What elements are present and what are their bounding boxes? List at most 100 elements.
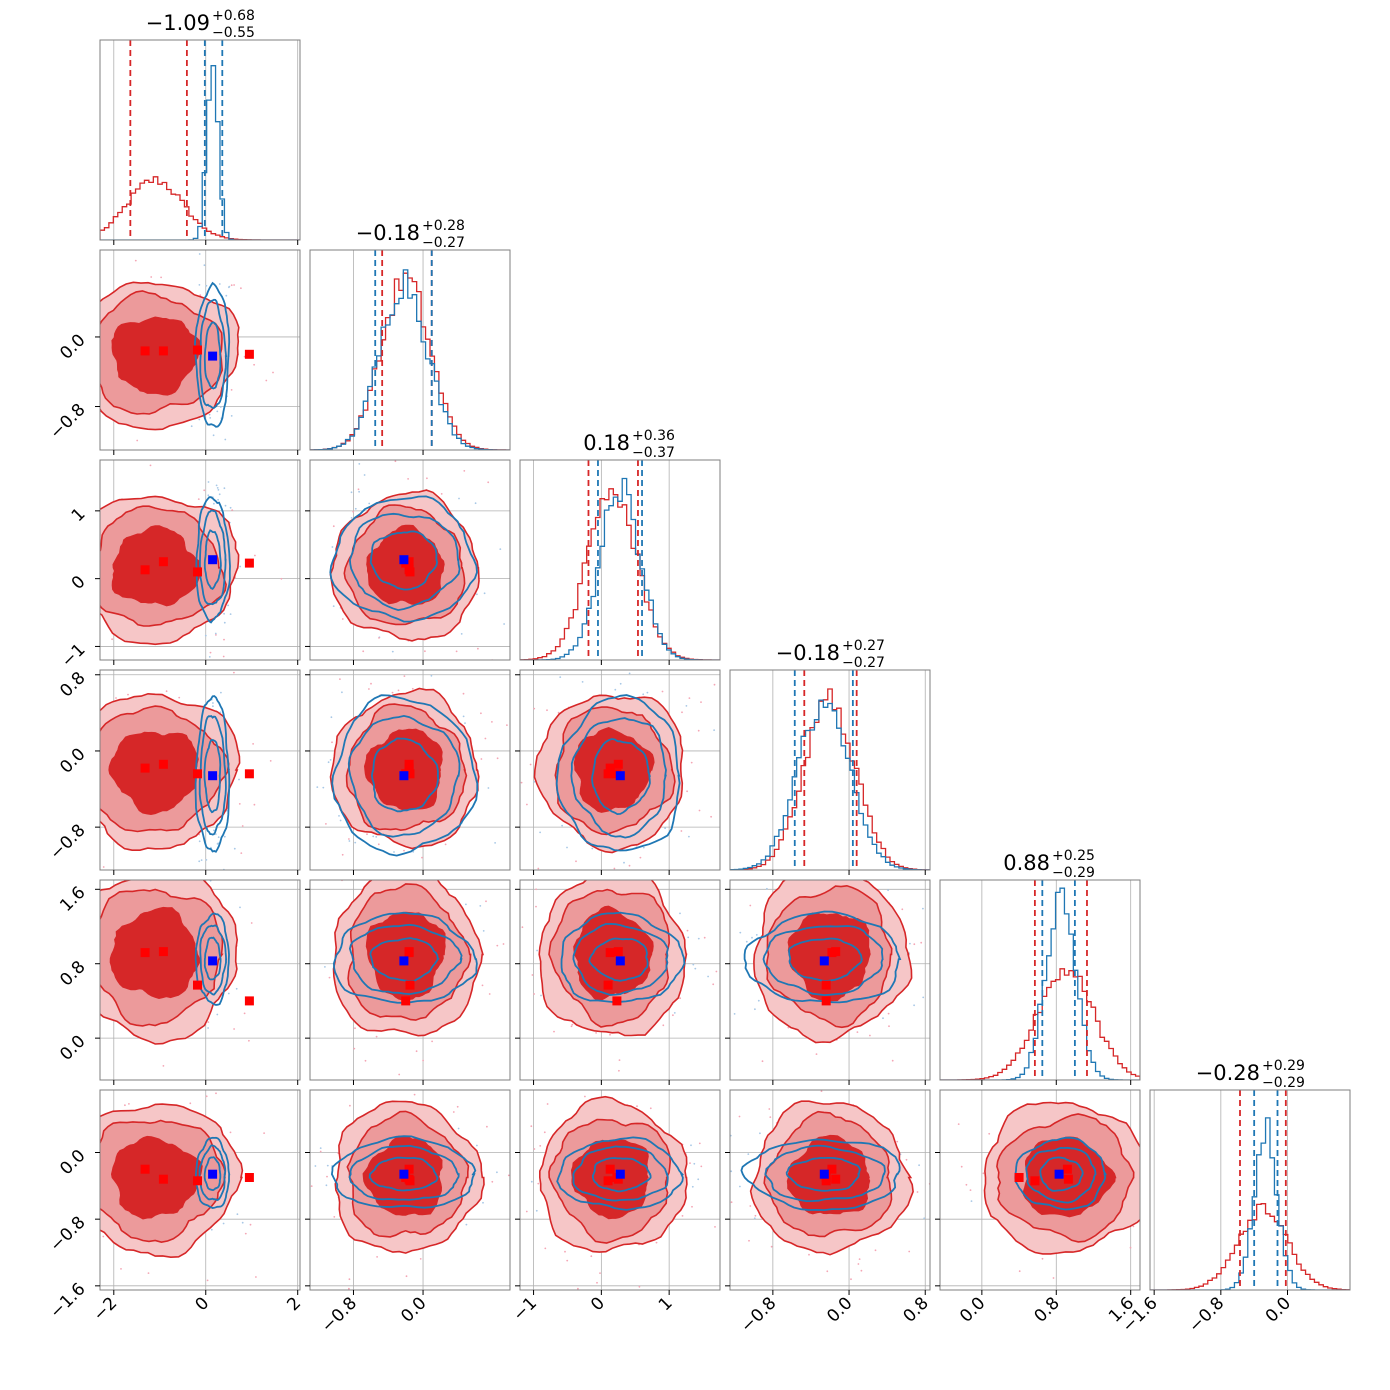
blue-sample-point (697, 937, 700, 940)
red-sample-point (348, 838, 350, 840)
blue-sample-point (535, 1209, 538, 1212)
x-tick-label-3: 0.0 (823, 1293, 856, 1326)
red-histogram (1150, 1203, 1350, 1290)
red-sample-point (896, 1140, 899, 1143)
title-upper-error: +0.29 (1262, 1058, 1305, 1074)
blue-sample-point (208, 478, 210, 480)
blue-sample-point (479, 905, 482, 907)
blue-marker (208, 956, 218, 966)
blue-sample-point (229, 613, 232, 615)
red-sample-point (197, 498, 200, 500)
red-sample-point (730, 1201, 733, 1204)
blue-contour-level-1 (329, 495, 478, 623)
x-tick-label-3: 0.8 (900, 1293, 933, 1326)
blue-sample-point (350, 696, 352, 698)
red-sample-point (557, 711, 560, 714)
red-sample-point (486, 1125, 488, 1128)
panel-frame (309, 1089, 511, 1291)
red-sample-point (686, 790, 688, 793)
red-marker (1030, 1176, 1040, 1186)
red-sample-point (162, 1065, 165, 1067)
red-sample-point (110, 867, 112, 869)
red-sample-point (97, 1197, 99, 1199)
red-sample-point (957, 1123, 960, 1125)
red-sample-point (287, 1107, 289, 1109)
blue-sample-point (673, 1012, 676, 1014)
blue-sample-point (565, 614, 567, 616)
blue-sample-point (190, 425, 193, 428)
red-sample-point (808, 1253, 810, 1256)
blue-sample-point (224, 438, 227, 441)
red-sample-point (68, 1033, 70, 1035)
blue-sample-point (685, 705, 688, 707)
red-sample-point (203, 489, 206, 492)
red-sample-point (511, 997, 513, 999)
blue-sample-point (225, 294, 228, 297)
blue-sample-point (412, 850, 415, 853)
panel-frame (99, 1089, 301, 1291)
red-sample-point (368, 688, 370, 690)
red-sample-point (319, 1150, 322, 1153)
scatter-panel-5-3: −0.8 0.0 0.8 (725, 1089, 933, 1337)
red-sample-point (426, 477, 428, 480)
blue-contour-level-1 (194, 912, 230, 1006)
red-sample-point (230, 284, 233, 287)
red-contour-level-3 (111, 316, 202, 396)
red-sample-point (253, 803, 256, 806)
red-sample-point (480, 758, 483, 760)
scatter-panel-4-2 (515, 879, 721, 1085)
red-marker (140, 565, 150, 575)
blue-sample-point (664, 827, 666, 830)
blue-sample-point (274, 575, 276, 577)
red-sample-point (229, 1131, 232, 1134)
red-sample-point (366, 833, 368, 836)
red-sample-point (462, 692, 465, 695)
blue-contour-level-3 (369, 530, 439, 591)
red-sample-point (488, 993, 491, 995)
red-sample-point (477, 647, 479, 650)
red-sample-point (826, 1270, 829, 1273)
red-sample-point (506, 724, 508, 726)
red-sample-point (286, 767, 288, 769)
red-sample-point (325, 666, 327, 668)
red-sample-point (689, 1162, 691, 1164)
blue-contour-level-3 (368, 1156, 439, 1192)
blue-sample-point (314, 1165, 317, 1167)
blue-contour-level-1 (331, 694, 479, 857)
red-marker (404, 759, 414, 769)
red-sample-point (348, 1278, 351, 1281)
blue-sample-point (350, 491, 353, 494)
red-sample-point (269, 760, 272, 762)
blue-sample-point (499, 548, 502, 550)
panel-title-3: −0.18 +0.27−0.27 (776, 638, 885, 671)
blue-sample-point (209, 417, 212, 419)
red-sample-point (255, 1276, 257, 1278)
red-sample-point (134, 259, 137, 262)
scatter-panel-4-0: 0.0 0.8 1.6 (56, 867, 301, 1085)
red-sample-point (1144, 1240, 1146, 1242)
blue-sample-point (207, 494, 210, 497)
blue-sample-point (707, 975, 709, 978)
red-sample-point (768, 1108, 771, 1110)
red-sample-point (521, 926, 524, 929)
red-sample-point (481, 984, 484, 987)
blue-sample-point (694, 967, 697, 970)
blue-sample-point (759, 1132, 761, 1135)
title-upper-error: +0.68 (212, 8, 255, 24)
red-sample-point (332, 525, 335, 528)
red-sample-point (715, 970, 718, 973)
red-sample-point (769, 1116, 772, 1118)
blue-contour-level-3 (369, 937, 440, 983)
panel-frame (99, 669, 301, 871)
red-sample-point (1052, 1277, 1055, 1279)
blue-sample-point (223, 835, 226, 838)
red-sample-point (362, 650, 365, 653)
red-sample-point (97, 743, 99, 745)
blue-sample-point (745, 940, 748, 943)
red-sample-point (89, 515, 91, 517)
blue-sample-point (923, 1217, 926, 1220)
red-sample-point (124, 877, 126, 879)
blue-sample-point (702, 921, 704, 923)
red-sample-point (244, 1232, 247, 1235)
red-sample-point (40, 393, 42, 395)
